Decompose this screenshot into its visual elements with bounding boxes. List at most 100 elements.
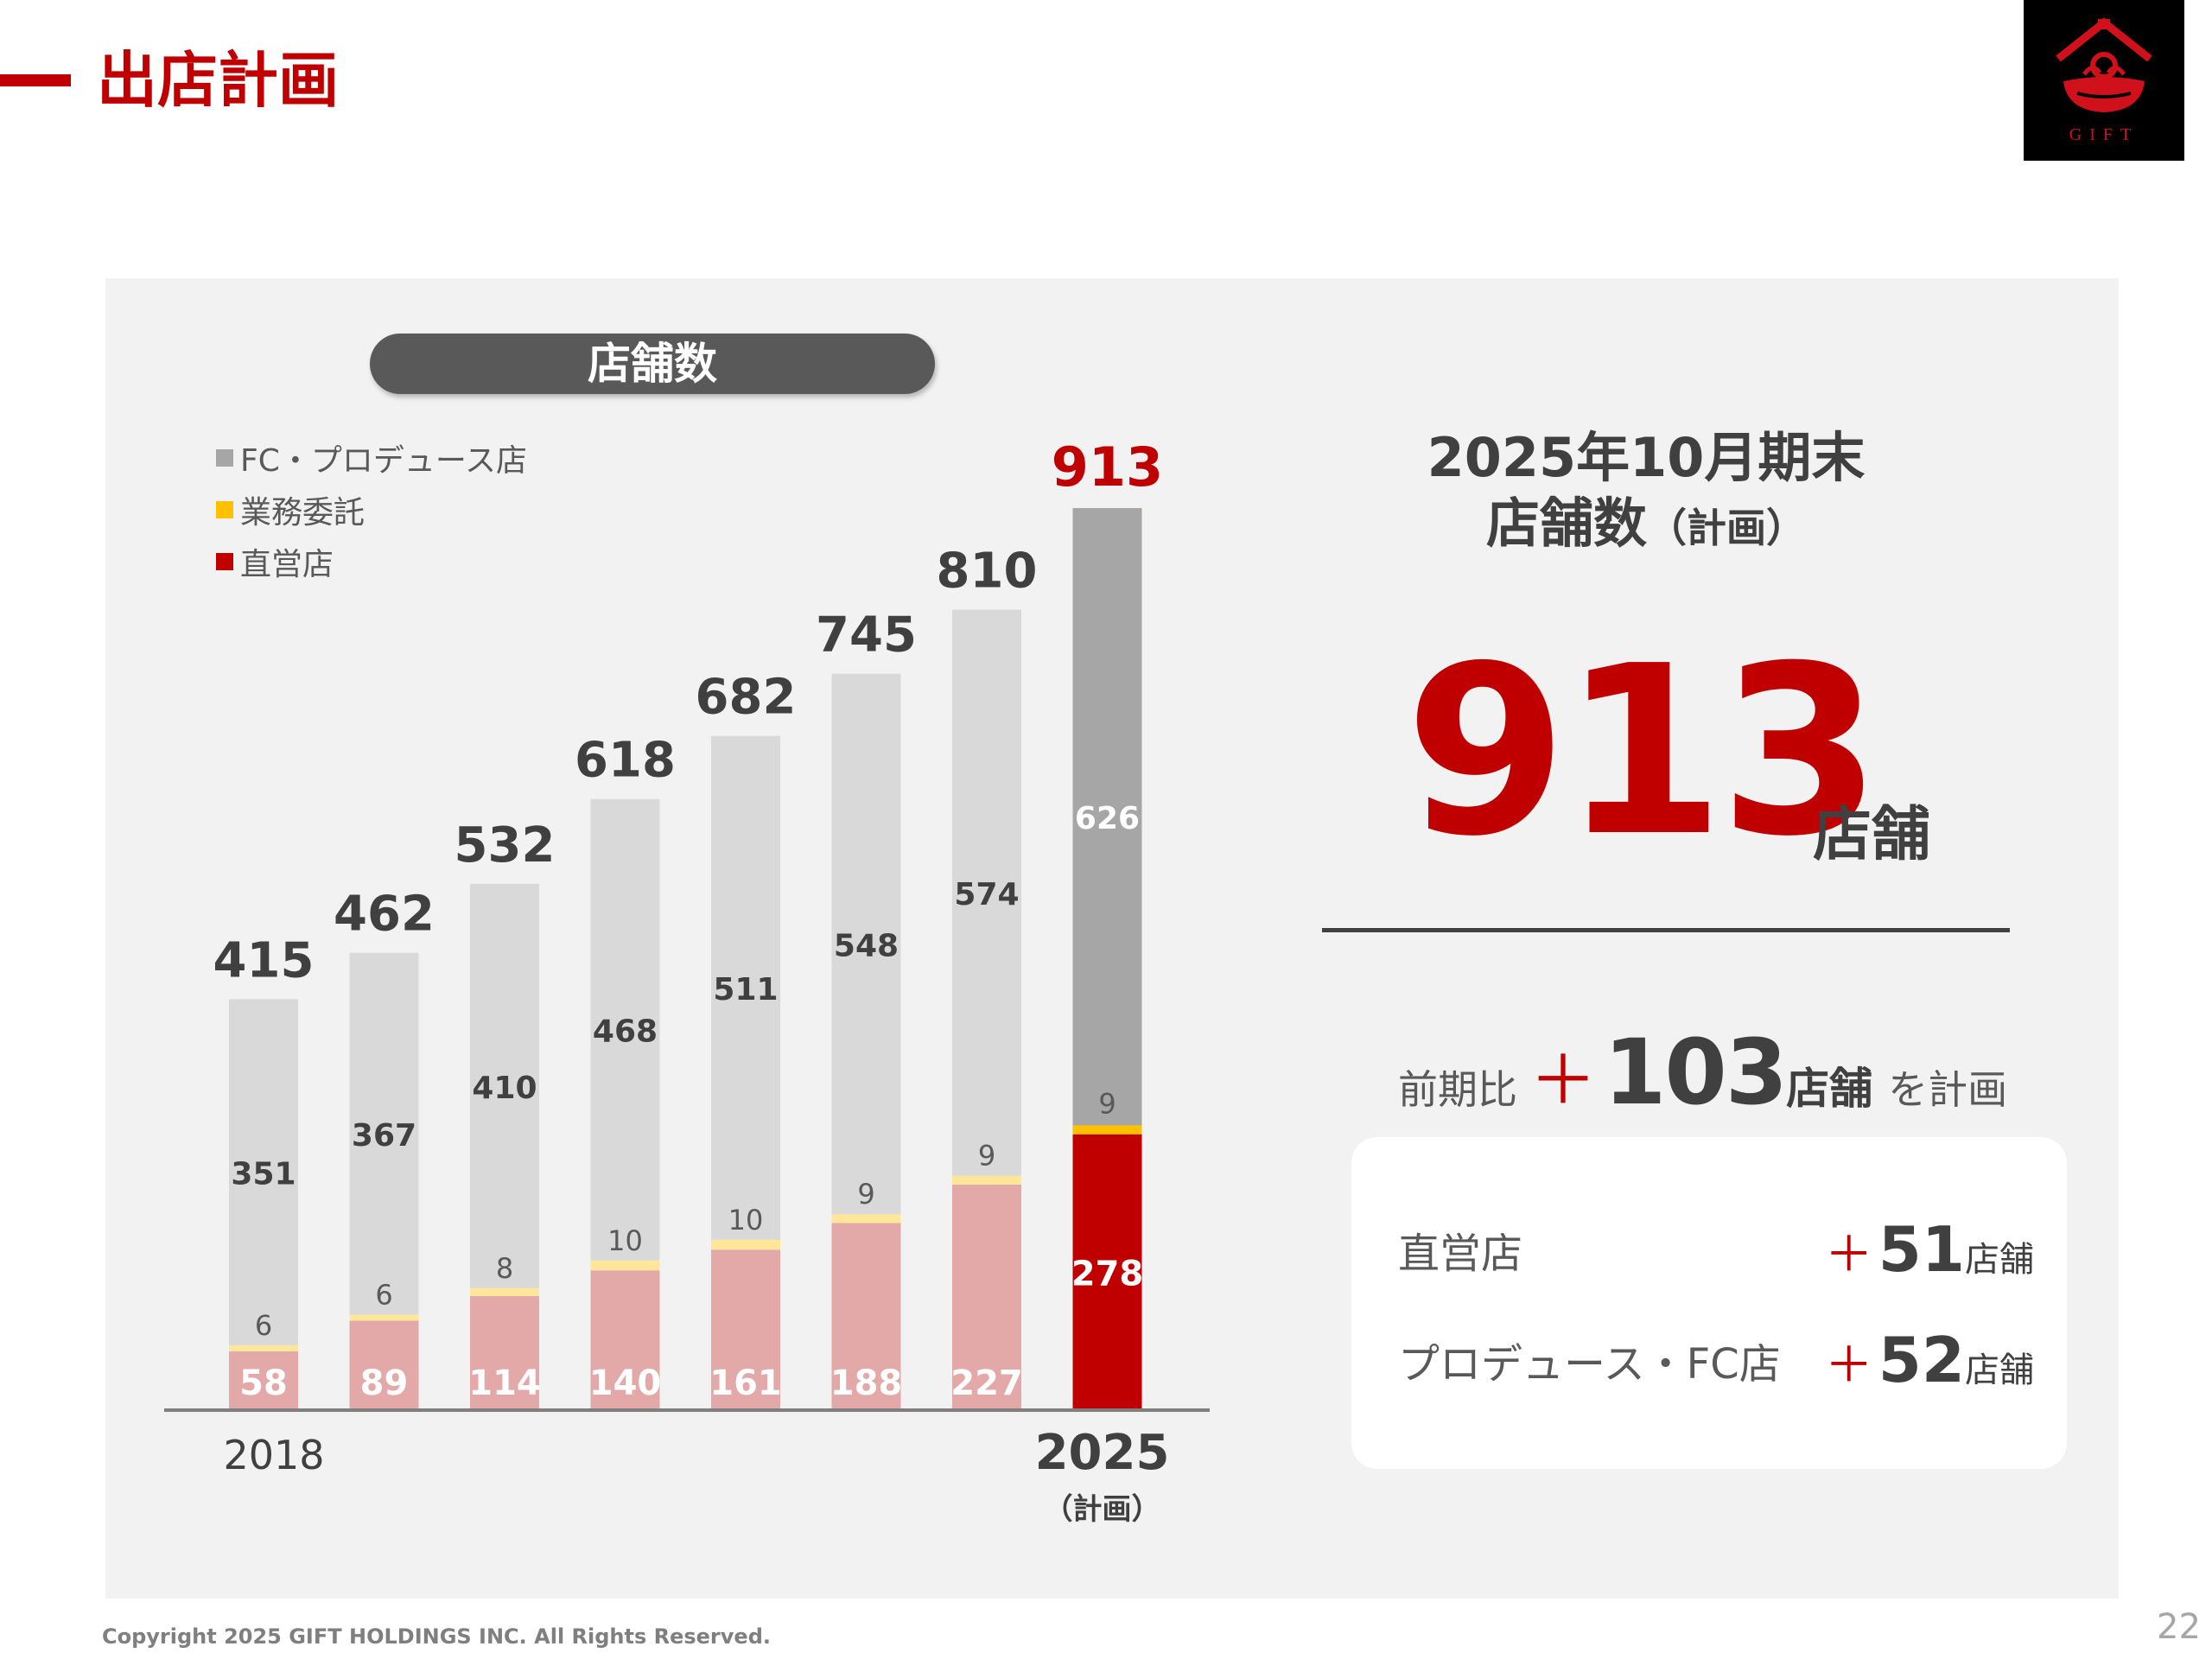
data-label-fc: 548	[834, 928, 899, 963]
breakdown-card: 直営店 ＋ 51 店舗 プロデュース・FC店 ＋ 52 店舗	[1351, 1137, 2067, 1469]
data-label-fc: 626	[1075, 801, 1140, 836]
breakdown-plus: ＋	[1824, 1227, 1873, 1283]
data-label-direct: 89	[360, 1363, 409, 1403]
bar-segment-direct	[711, 1249, 780, 1408]
bar-segment-direct	[349, 1320, 419, 1408]
yoy-number: 103	[1604, 1020, 1788, 1125]
bar-segment-fc	[590, 798, 660, 1261]
breakdown-label: 直営店	[1398, 1230, 1523, 1278]
category-label: 2018	[223, 1432, 324, 1478]
data-label-fc: 468	[593, 1014, 658, 1050]
bar-segment-fc	[470, 883, 539, 1288]
data-label-consign: 8	[496, 1252, 513, 1285]
legend-item-consign: 業務委託	[216, 484, 527, 536]
page-title: 出店計画	[97, 45, 339, 116]
data-label-direct: 188	[830, 1363, 903, 1403]
bar-segment-fc	[349, 952, 419, 1315]
legend-label-fc: FC・プロデュース店	[240, 443, 528, 479]
bar-segment-consign	[711, 1239, 780, 1250]
data-label-direct: 161	[709, 1363, 782, 1403]
legend-item-fc: FC・プロデュース店	[216, 432, 527, 484]
bar-segment-fc	[1072, 508, 1142, 1126]
gift-logo: GIFT	[2024, 0, 2184, 161]
summary-heading-line1: 2025年10月期末	[1427, 426, 1866, 489]
bar-segment-fc	[831, 673, 901, 1215]
breakdown-number: 52	[1878, 1324, 1965, 1396]
data-label-direct: 114	[468, 1363, 541, 1403]
data-label-total: 415	[213, 932, 315, 988]
breakdown-unit: 店舗	[1965, 1240, 2034, 1280]
summary-heading-line2: 店舗数（計画）	[1365, 489, 1927, 563]
yoy-comparison: 前期比 ＋ 103 店舗 を計画	[1398, 1020, 2008, 1125]
data-label-consign: 10	[728, 1204, 764, 1236]
data-label-direct: 278	[1071, 1254, 1144, 1294]
yoy-label: 前期比	[1398, 1066, 1517, 1113]
data-label-fc: 511	[713, 972, 778, 1007]
data-label-consign: 6	[255, 1309, 272, 1342]
bar-segment-consign	[952, 1175, 1021, 1185]
breakdown-label: プロデュース・FC店	[1398, 1340, 1781, 1389]
yoy-plus: ＋	[1529, 1042, 1598, 1120]
summary-divider	[1322, 928, 2010, 932]
data-label-fc: 410	[472, 1071, 537, 1106]
data-label-total: 462	[334, 887, 435, 943]
logo-text: GIFT	[2069, 125, 2139, 144]
bar-segment-direct	[229, 1351, 298, 1408]
breakdown-value: ＋ 51 店舗	[1825, 1213, 2034, 1286]
breakdown-unit: 店舗	[1965, 1351, 2034, 1390]
data-label-fc: 574	[954, 877, 1019, 912]
chart-title-pill: 店舗数	[370, 334, 935, 394]
bar-segment-consign	[349, 1314, 419, 1321]
data-label-direct: 58	[239, 1363, 288, 1403]
summary-heading-paren: （計画）	[1647, 505, 1806, 551]
bar-segment-consign	[470, 1287, 539, 1296]
yoy-unit: 店舗	[1786, 1064, 1873, 1114]
category-label: 2025	[1035, 1425, 1170, 1481]
bar-segment-direct	[1072, 1134, 1142, 1408]
summary-heading-main: 店舗数	[1485, 492, 1647, 555]
breakdown-plus: ＋	[1824, 1338, 1873, 1394]
title-accent-bar	[0, 74, 71, 86]
breakdown-number: 51	[1878, 1213, 1965, 1286]
data-label-direct: 227	[950, 1363, 1023, 1403]
bar-segment-direct	[470, 1295, 539, 1408]
chart-legend: FC・プロデュース店 業務委託 直営店	[216, 432, 527, 588]
data-label-consign: 9	[857, 1178, 874, 1211]
legend-label-consign: 業務委託	[240, 495, 365, 531]
page-number: 22	[2157, 1607, 2201, 1647]
bar-segment-consign	[590, 1260, 660, 1271]
category-sublabel: （計画）	[1044, 1492, 1161, 1527]
bar-segment-consign	[831, 1214, 901, 1224]
total-store-unit: 店舗	[1813, 801, 1931, 869]
breakdown-value: ＋ 52 店舗	[1825, 1324, 2034, 1396]
bar-segment-consign	[1072, 1125, 1142, 1135]
data-label-direct: 140	[589, 1363, 662, 1403]
legend-swatch-consign	[216, 501, 233, 518]
bar-segment-direct	[831, 1223, 901, 1408]
yoy-tail: を計画	[1888, 1066, 2008, 1113]
gift-logo-icon: GIFT	[2056, 17, 2152, 144]
bar-segment-direct	[590, 1270, 660, 1408]
data-label-total: 618	[575, 733, 676, 789]
legend-item-direct: 直営店	[216, 536, 527, 588]
data-label-total: 532	[454, 817, 556, 874]
data-label-total: 682	[696, 670, 797, 726]
bar-segment-consign	[229, 1344, 298, 1351]
legend-swatch-fc	[216, 449, 233, 467]
breakdown-row-direct: 直営店 ＋ 51 店舗	[1398, 1206, 2034, 1293]
bar-segment-fc	[229, 999, 298, 1345]
total-store-count: 913	[1405, 615, 1882, 887]
data-label-fc: 367	[352, 1118, 416, 1154]
bar-segment-direct	[952, 1184, 1021, 1408]
data-label-total: 913	[1052, 435, 1163, 499]
data-label-total: 745	[816, 607, 917, 664]
data-label-consign: 9	[1098, 1087, 1116, 1120]
legend-swatch-direct	[216, 553, 233, 570]
data-label-consign: 6	[375, 1279, 392, 1312]
breakdown-row-fc: プロデュース・FC店 ＋ 52 店舗	[1398, 1317, 2034, 1403]
data-label-consign: 10	[607, 1224, 643, 1257]
data-label-total: 810	[937, 543, 1038, 600]
bar-segment-fc	[952, 609, 1021, 1176]
data-label-consign: 9	[978, 1140, 995, 1173]
